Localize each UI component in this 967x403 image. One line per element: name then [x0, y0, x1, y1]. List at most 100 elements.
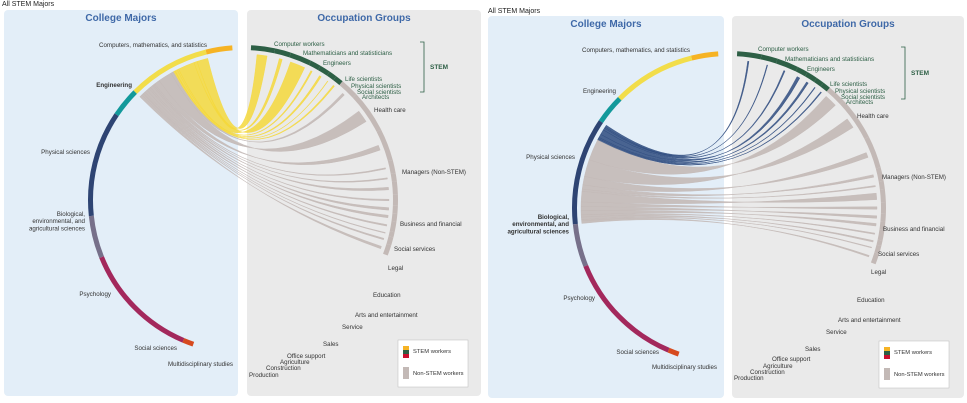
legend-box	[878, 340, 950, 389]
major-label-line: agricultural sciences	[507, 228, 569, 235]
occupation-arc-office-support	[877, 229, 885, 241]
occupation-arc-legal	[878, 180, 885, 190]
occupation-arc-life-scientists	[795, 66, 808, 77]
occupation-arc-arts-and-entertainment	[880, 202, 886, 214]
occupation-arc-engineers	[289, 52, 311, 66]
occupations-title: Occupation Groups	[801, 19, 895, 30]
occupation-label-health-care: Health care	[374, 107, 406, 114]
legend-swatch-non-stem	[403, 367, 409, 379]
occupation-label-health-care: Health care	[857, 113, 889, 120]
major-label-biological-environmental-and-agricultural-sciences: Biological, environmental, and agricultura…	[507, 214, 569, 235]
major-arc-psychology	[88, 215, 104, 259]
major-label-line: Social sciences	[616, 349, 659, 356]
occupation-arc-health-care	[339, 81, 357, 98]
major-label-line: Biological,	[57, 211, 85, 218]
major-arc-computers-mathematics-and-statistics	[691, 51, 719, 61]
occupation-label-legal: Legal	[388, 265, 403, 272]
major-label-engineering: Engineering	[583, 88, 617, 95]
occupation-label-education: Education	[373, 292, 401, 299]
occupation-label-construction: Construction	[750, 369, 785, 376]
occupation-label-social-services: Social services	[878, 251, 919, 258]
occupation-label-sales: Sales	[323, 341, 338, 348]
occupation-label-education: Education	[857, 297, 885, 304]
major-label-multidisciplinary-studies: Multidisciplinary studies	[168, 361, 233, 368]
major-label-line: environmental, and	[512, 221, 569, 228]
occupation-label-computer-workers: Computer workers	[274, 41, 325, 48]
occupation-arc-social-scientists	[326, 71, 337, 81]
major-label-line: Physical sciences	[526, 154, 575, 161]
occupation-label-office-support: Office support	[772, 356, 811, 363]
major-arc-biological-environmental-and-agricultural-sciences	[572, 120, 603, 225]
occupation-arc-managers-non-stem	[352, 94, 382, 132]
occupation-label-office-support: Office support	[287, 353, 326, 360]
major-arc-engineering	[133, 49, 207, 94]
occupation-label-engineers: Engineers	[323, 60, 351, 67]
major-label-computers-mathematics-and-statistics: Computers, mathematics, and statistics	[582, 47, 690, 54]
occupation-label-life-scientists: Life scientists	[345, 76, 382, 83]
occupation-label-social-services: Social services	[394, 246, 435, 253]
occupation-label-engineers: Engineers	[807, 66, 835, 73]
legend-swatch-stem-2	[403, 350, 409, 354]
occupation-arc-arts-and-entertainment	[392, 194, 398, 206]
major-label-physical-sciences: Physical sciences	[526, 154, 575, 161]
major-label-psychology: Psychology	[79, 291, 112, 298]
stem-bracket-label: STEM	[911, 70, 929, 77]
major-label-social-sciences: Social sciences	[616, 349, 659, 356]
occupation-label-business-and-financial: Business and financial	[400, 221, 462, 228]
occupation-label-arts-and-entertainment: Arts and entertainment	[355, 312, 418, 319]
occupation-arc-managers-non-stem	[840, 100, 869, 139]
major-label-line: Engineering	[583, 88, 617, 95]
occupation-arc-computer-workers	[250, 45, 276, 54]
occupation-label-physical-scientists: Physical scientists	[835, 88, 885, 95]
occupation-label-sales: Sales	[805, 346, 820, 353]
stem-bracket	[420, 41, 425, 93]
occupation-arc-architects	[333, 76, 343, 86]
occupation-label-legal: Legal	[871, 269, 886, 276]
occupation-arc-life-scientists	[308, 60, 321, 71]
occupation-arc-health-care	[826, 87, 844, 105]
chord-chart-engineering: College Majors Occupation Groups Computers…	[4, 10, 481, 396]
occupation-label-mathematicians-and-statisticians: Mathematicians and statisticians	[785, 56, 874, 63]
occupation-arc-mathematicians-and-statisticians	[760, 54, 778, 64]
major-arc-engineering	[617, 55, 693, 101]
major-label-line: Psychology	[79, 291, 112, 298]
chord-health-care	[588, 96, 836, 175]
chord-business-and-financial	[582, 152, 869, 192]
major-label-physical-sciences: Physical sciences	[41, 149, 90, 156]
major-label-line: Computers, mathematics, and statistics	[99, 42, 207, 49]
legend-swatch-stem-1	[403, 346, 409, 350]
major-label-line: Social sciences	[134, 345, 177, 352]
occupation-arc-architects	[820, 82, 830, 92]
major-label-line: agricultural sciences	[29, 225, 85, 232]
occupation-arc-agriculture	[388, 231, 395, 238]
occupation-arc-sales	[879, 221, 886, 230]
occupation-arc-production	[870, 252, 880, 265]
legend-swatch-stem-3	[884, 355, 890, 359]
legend-label-non-stem: Non-STEM workers	[894, 372, 945, 378]
major-label-line: Computers, mathematics, and statistics	[582, 47, 690, 54]
occupation-label-arts-and-entertainment: Arts and entertainment	[838, 317, 901, 324]
major-label-line: Physical sciences	[41, 149, 90, 156]
occupation-arc-mathematicians-and-statisticians	[274, 48, 291, 58]
legend-swatch-stem-2	[884, 351, 890, 355]
major-label-line: Biological,	[538, 214, 570, 221]
occupation-label-social-scientists: Social scientists	[841, 94, 885, 101]
occupation-arc-education	[391, 181, 398, 195]
major-label-psychology: Psychology	[563, 295, 596, 302]
major-arc-computers-mathematics-and-statistics	[205, 45, 233, 55]
major-arc-physical-sciences	[598, 96, 622, 124]
chord-production	[139, 94, 382, 249]
stem-bracket	[901, 46, 906, 100]
major-arc-biological-environmental-and-agricultural-sciences	[87, 113, 119, 217]
occupation-label-business-and-financial: Business and financial	[883, 226, 945, 233]
major-label-multidisciplinary-studies: Multidisciplinary studies	[652, 364, 717, 371]
occupation-label-service: Service	[342, 324, 363, 331]
chord-chart-biological: College Majors Occupation Groups Computers…	[488, 16, 964, 398]
occupation-arc-construction	[874, 244, 882, 254]
occupation-arc-business-and-financial	[864, 136, 881, 169]
major-label-line: Engineering	[96, 82, 132, 89]
legend-label-stem: STEM workers	[894, 350, 932, 356]
occupation-arc-production	[383, 243, 392, 256]
major-label-social-sciences: Social sciences	[134, 345, 177, 352]
occupation-arc-legal	[390, 173, 397, 182]
